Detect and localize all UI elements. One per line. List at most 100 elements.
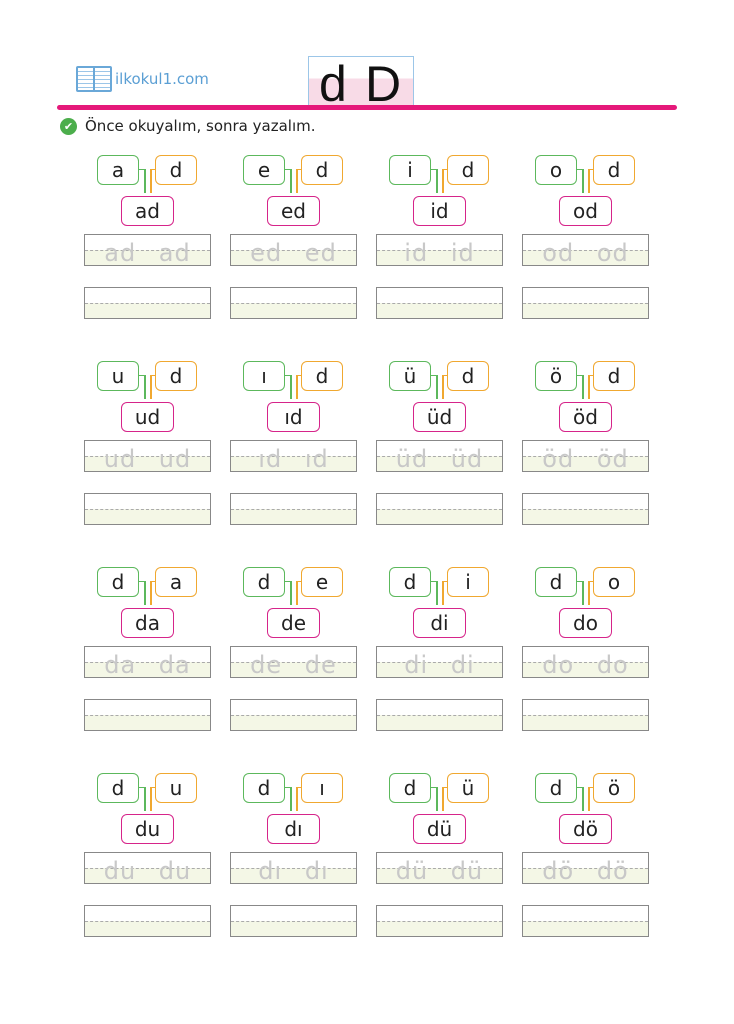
arrow-orange-icon	[588, 169, 590, 193]
arrow-orange-icon	[588, 581, 593, 582]
arrow-orange-icon	[442, 787, 447, 788]
arrow-orange-icon	[150, 787, 155, 788]
tracing-lines[interactable]: di di	[376, 646, 503, 679]
result-syllable-box: da	[121, 608, 174, 638]
arrow-orange-icon	[296, 787, 301, 788]
exercise-block: o d od od od	[522, 155, 650, 320]
writing-lines[interactable]	[230, 699, 357, 731]
first-letter-box: d	[535, 773, 577, 803]
arrow-orange-icon	[150, 581, 152, 605]
tracing-lines[interactable]: da da	[84, 646, 211, 679]
arrow-green-icon	[285, 787, 291, 788]
letter-card: d D	[308, 56, 414, 112]
arrow-green-icon	[582, 375, 584, 399]
writing-lines[interactable]	[84, 287, 211, 319]
site-logo: ilkokul1.com	[76, 66, 209, 92]
trace-text: di di	[404, 651, 475, 679]
tracing-lines[interactable]: dö dö	[522, 852, 649, 885]
header-divider	[57, 105, 677, 110]
trace-text: de de	[250, 651, 337, 679]
arrow-green-icon	[577, 787, 583, 788]
result-syllable-box: du	[121, 814, 174, 844]
tracing-lines[interactable]: ud ud	[84, 440, 211, 473]
arrow-green-icon	[431, 581, 437, 582]
result-syllable-box: ıd	[267, 402, 320, 432]
arrow-orange-icon	[442, 169, 444, 193]
arrow-green-icon	[436, 375, 438, 399]
writing-lines[interactable]	[84, 905, 211, 937]
tracing-lines[interactable]: de de	[230, 646, 357, 679]
trace-text: da da	[104, 651, 191, 679]
arrow-green-icon	[582, 787, 584, 811]
arrow-green-icon	[139, 169, 145, 170]
trace-text: öd öd	[542, 445, 629, 473]
writing-lines[interactable]	[230, 287, 357, 319]
logo-text: ilkokul1.com	[115, 70, 209, 88]
result-syllable-box: do	[559, 608, 612, 638]
arrow-orange-icon	[296, 375, 298, 399]
writing-lines[interactable]	[376, 905, 503, 937]
exercise-block: ö d öd öd öd	[522, 361, 650, 526]
result-syllable-box: öd	[559, 402, 612, 432]
arrow-orange-icon	[588, 787, 593, 788]
instruction: ✔ Önce okuyalım, sonra yazalım.	[60, 117, 316, 135]
trace-text: do do	[542, 651, 629, 679]
result-syllable-box: od	[559, 196, 612, 226]
tracing-lines[interactable]: dü dü	[376, 852, 503, 885]
arrow-green-icon	[436, 169, 438, 193]
writing-lines[interactable]	[522, 287, 649, 319]
tracing-lines[interactable]: do do	[522, 646, 649, 679]
arrow-green-icon	[582, 581, 584, 605]
exercise-block: d ü dü dü dü	[376, 773, 504, 938]
arrow-green-icon	[436, 581, 438, 605]
arrow-orange-icon	[442, 375, 447, 376]
exercise-block: d u du du du	[84, 773, 212, 938]
tracing-lines[interactable]: ad ad	[84, 234, 211, 267]
arrow-orange-icon	[296, 581, 301, 582]
first-letter-box: ü	[389, 361, 431, 391]
tracing-lines[interactable]: ıd ıd	[230, 440, 357, 473]
arrow-orange-icon	[296, 787, 298, 811]
tracing-lines[interactable]: dı dı	[230, 852, 357, 885]
tracing-lines[interactable]: ed ed	[230, 234, 357, 267]
arrow-green-icon	[144, 169, 146, 193]
instruction-text: Önce okuyalım, sonra yazalım.	[85, 117, 316, 135]
writing-lines[interactable]	[522, 699, 649, 731]
result-syllable-box: ad	[121, 196, 174, 226]
writing-lines[interactable]	[230, 493, 357, 525]
writing-lines[interactable]	[522, 905, 649, 937]
trace-text: ed ed	[250, 239, 337, 267]
letter-lower: d	[319, 56, 347, 112]
first-letter-box: u	[97, 361, 139, 391]
result-syllable-box: id	[413, 196, 466, 226]
arrow-orange-icon	[442, 581, 447, 582]
result-syllable-box: dı	[267, 814, 320, 844]
writing-lines[interactable]	[376, 699, 503, 731]
arrow-green-icon	[436, 787, 438, 811]
tracing-lines[interactable]: öd öd	[522, 440, 649, 473]
tracing-lines[interactable]: du du	[84, 852, 211, 885]
writing-lines[interactable]	[84, 493, 211, 525]
writing-lines[interactable]	[522, 493, 649, 525]
arrow-orange-icon	[442, 375, 444, 399]
first-letter-box: a	[97, 155, 139, 185]
writing-lines[interactable]	[84, 699, 211, 731]
tracing-lines[interactable]: od od	[522, 234, 649, 267]
arrow-orange-icon	[442, 787, 444, 811]
writing-lines[interactable]	[376, 493, 503, 525]
writing-lines[interactable]	[376, 287, 503, 319]
trace-text: dö dö	[542, 857, 629, 885]
second-letter-box: a	[155, 567, 197, 597]
arrow-green-icon	[290, 169, 292, 193]
arrow-orange-icon	[442, 169, 447, 170]
result-syllable-box: dü	[413, 814, 466, 844]
first-letter-box: ö	[535, 361, 577, 391]
result-syllable-box: ud	[121, 402, 174, 432]
exercise-block: i d id id id	[376, 155, 504, 320]
tracing-lines[interactable]: id id	[376, 234, 503, 267]
second-letter-box: o	[593, 567, 635, 597]
writing-lines[interactable]	[230, 905, 357, 937]
arrow-orange-icon	[150, 169, 152, 193]
arrow-green-icon	[290, 787, 292, 811]
tracing-lines[interactable]: üd üd	[376, 440, 503, 473]
